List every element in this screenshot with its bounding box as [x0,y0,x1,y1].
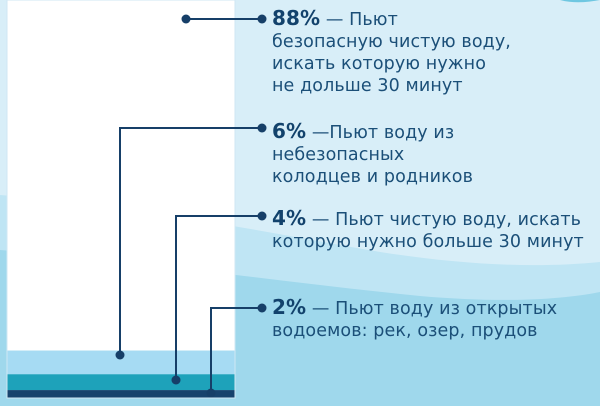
leader-6-end-dot [257,123,267,133]
percent-2: 2% [272,295,307,319]
segment-2 [7,390,235,398]
label-4-line-2: которую нужно больше 30 минут [272,232,584,252]
leader-4-dot [171,375,181,385]
label-6-line-2: колодцев и родников [272,167,473,187]
leader-2-dot [206,388,216,398]
percent-4: 4% [272,206,307,230]
label-2-line-1: — Пьют воду из открытых [311,299,558,319]
label-6-line-1: —Пьют воду из небезопасных [272,123,455,165]
label-88-line-2: безопасную чистую воду, [272,32,511,52]
leader-2 [206,303,267,398]
label-4-line-1: — Пьют чистую воду, искать [311,210,582,230]
leader-6-dot [115,350,125,360]
leader-6 [115,123,267,360]
label-88: 88% — Пьют безопасную чистую воду, искат… [272,7,592,97]
leader-2-end-dot [257,303,267,313]
leader-4 [171,211,267,385]
label-4: 4% — Пьют чистую воду, искать которую ну… [272,207,592,253]
label-6: 6% —Пьют воду из небезопасных колодцев и… [272,120,592,188]
segment-4 [7,374,235,391]
percent-6: 6% [272,119,307,143]
leader-88-dot [181,14,191,24]
label-88-line-3: искать которую нужно [272,54,487,74]
label-2: 2% — Пьют воду из открытых водоемов: рек… [272,296,592,342]
percent-88: 88% [272,6,321,30]
leader-4-end-dot [257,211,267,221]
leader-88 [181,14,267,24]
segment-6 [7,350,235,375]
leader-88-end-dot [257,14,267,24]
label-88-line-4: не дольше 30 минут [272,76,463,96]
label-2-line-2: водоемов: рек, озер, прудов [272,321,538,341]
bar-outline [6,0,236,399]
label-88-line-1: — Пьют [325,10,398,30]
